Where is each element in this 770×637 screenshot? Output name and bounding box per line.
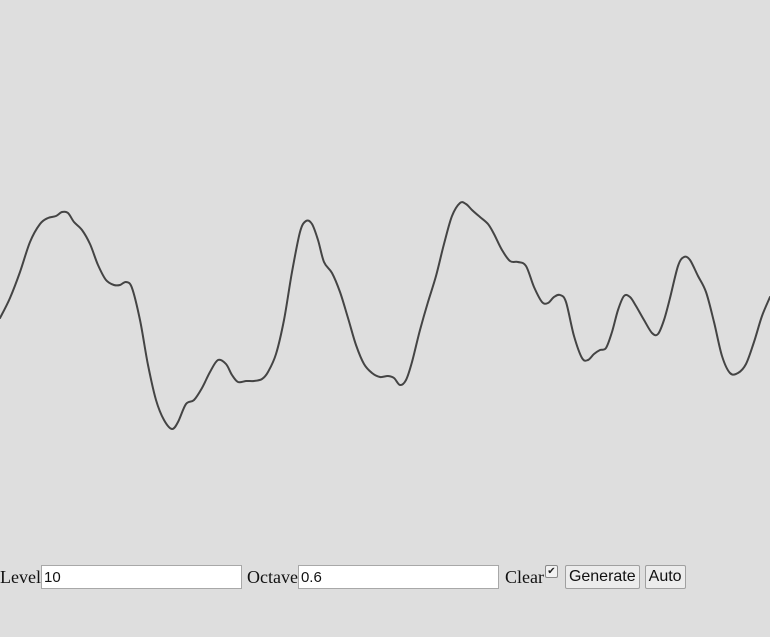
auto-button[interactable]: Auto [644,565,686,589]
noise-canvas [0,201,770,430]
control-bar: Level Octave Clear ✔ Generate Auto [0,564,691,590]
level-input[interactable] [40,565,242,589]
level-label: Level [0,567,41,587]
clear-label: Clear [504,567,544,587]
octave-label: Octave [246,567,298,587]
noise-wave-line [0,201,770,430]
generate-button[interactable]: Generate [564,565,640,589]
octave-input[interactable] [297,565,499,589]
clear-checkbox[interactable]: ✔ [544,564,558,578]
